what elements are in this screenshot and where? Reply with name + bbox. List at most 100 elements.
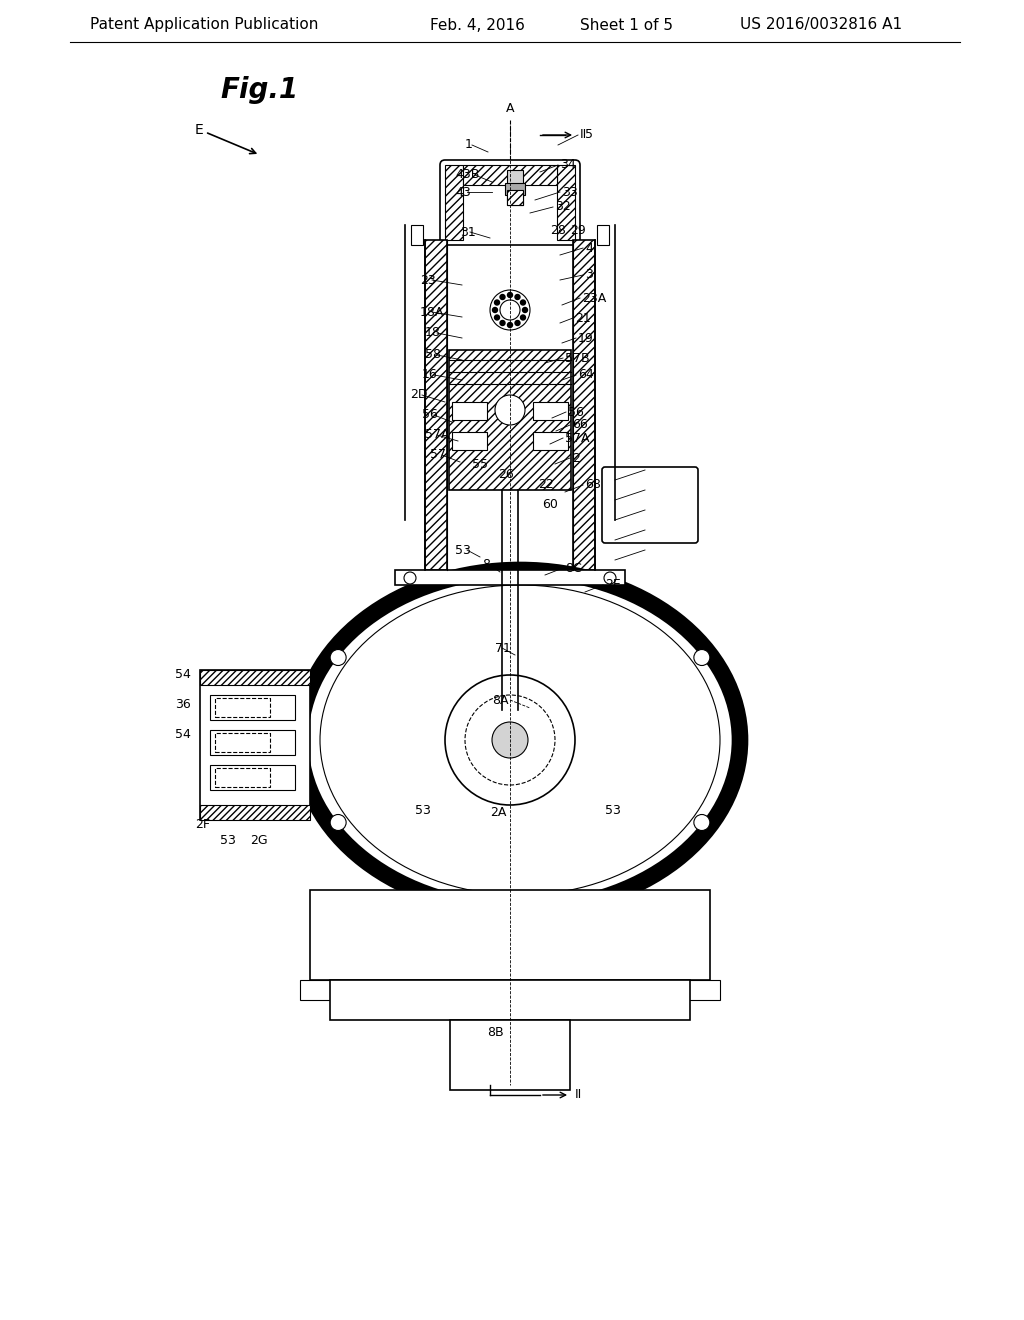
Text: 53: 53 (220, 833, 236, 846)
Text: 57: 57 (430, 449, 446, 462)
Text: A: A (506, 102, 514, 115)
Text: US 2016/0032816 A1: US 2016/0032816 A1 (740, 17, 902, 33)
Circle shape (512, 730, 518, 737)
FancyBboxPatch shape (440, 160, 580, 246)
Bar (200, 805, 310, 820)
Bar (573, 240, 595, 570)
Bar (452, 403, 487, 420)
Text: 28: 28 (550, 223, 566, 236)
Text: 43B: 43B (455, 169, 479, 181)
Circle shape (694, 814, 710, 830)
Text: 16: 16 (422, 368, 437, 381)
Bar (215, 768, 270, 787)
Bar (210, 696, 295, 719)
Circle shape (512, 684, 518, 689)
Bar (534, 403, 568, 420)
Ellipse shape (300, 570, 740, 909)
Circle shape (502, 684, 508, 689)
Circle shape (500, 294, 505, 300)
Circle shape (493, 688, 498, 694)
Circle shape (493, 726, 498, 731)
Circle shape (528, 697, 535, 702)
Text: 43: 43 (455, 186, 471, 198)
Text: 29: 29 (570, 223, 586, 236)
Text: 21: 21 (575, 312, 591, 325)
Circle shape (508, 322, 512, 327)
Text: 64: 64 (578, 368, 594, 381)
Bar (557, 165, 575, 240)
Bar (330, 979, 690, 1020)
FancyBboxPatch shape (602, 467, 698, 543)
Text: 57A: 57A (425, 429, 450, 441)
Text: 8B: 8B (486, 1026, 504, 1039)
Bar (200, 671, 310, 685)
Text: Feb. 4, 2016: Feb. 4, 2016 (430, 17, 525, 33)
Text: II: II (580, 128, 587, 141)
Text: Patent Application Publication: Patent Application Publication (90, 17, 318, 33)
Text: 53: 53 (605, 804, 621, 817)
Bar (300, 979, 340, 1001)
Bar (445, 165, 463, 240)
Circle shape (330, 814, 346, 830)
Circle shape (485, 717, 492, 723)
Text: 66: 66 (572, 418, 588, 432)
Bar (210, 766, 295, 789)
Text: 68: 68 (585, 479, 601, 491)
Text: 23A: 23A (582, 292, 606, 305)
Text: 2F: 2F (195, 818, 210, 832)
Text: Sheet 1 of 5: Sheet 1 of 5 (580, 17, 673, 33)
Bar (449, 350, 571, 490)
Text: 53: 53 (415, 804, 431, 817)
Circle shape (522, 726, 528, 731)
Text: 53: 53 (455, 544, 471, 557)
Text: 18: 18 (425, 326, 441, 339)
Circle shape (495, 315, 500, 319)
Circle shape (493, 308, 498, 313)
Circle shape (480, 680, 540, 741)
Text: 54: 54 (175, 729, 190, 742)
Circle shape (330, 649, 346, 665)
Circle shape (495, 395, 525, 425)
Circle shape (531, 708, 537, 713)
Bar (505, 183, 525, 195)
Circle shape (492, 722, 528, 758)
Bar (210, 730, 295, 755)
Circle shape (502, 730, 508, 737)
Bar (200, 671, 310, 820)
Text: 8: 8 (482, 558, 490, 572)
Text: 18A: 18A (420, 305, 444, 318)
Circle shape (515, 321, 520, 326)
Circle shape (492, 692, 528, 729)
Circle shape (520, 315, 525, 319)
Text: 2A: 2A (489, 805, 506, 818)
Circle shape (522, 308, 527, 313)
Text: II: II (575, 1089, 583, 1101)
Circle shape (465, 696, 555, 785)
Text: 8A: 8A (492, 693, 508, 706)
Text: 54: 54 (175, 668, 190, 681)
Circle shape (528, 717, 535, 723)
Bar (310, 890, 710, 979)
Text: 34: 34 (560, 158, 575, 172)
Bar (452, 432, 487, 450)
Text: 31: 31 (460, 226, 476, 239)
Text: 3: 3 (585, 268, 593, 281)
Circle shape (508, 293, 512, 297)
Circle shape (500, 321, 505, 326)
Text: 2G: 2G (250, 833, 267, 846)
Text: 33: 33 (562, 186, 578, 198)
Bar (411, 224, 423, 246)
Circle shape (404, 572, 416, 583)
Text: 1: 1 (465, 139, 473, 152)
Ellipse shape (319, 585, 720, 895)
Circle shape (522, 688, 528, 694)
Text: 4: 4 (585, 242, 593, 255)
Text: 26: 26 (498, 469, 514, 482)
Text: 60: 60 (542, 499, 558, 511)
Text: 57B: 57B (565, 351, 590, 364)
Circle shape (483, 708, 489, 713)
Text: 58: 58 (425, 348, 441, 362)
Bar (534, 432, 568, 450)
Bar (450, 1020, 570, 1090)
Text: 2E: 2E (605, 578, 621, 591)
